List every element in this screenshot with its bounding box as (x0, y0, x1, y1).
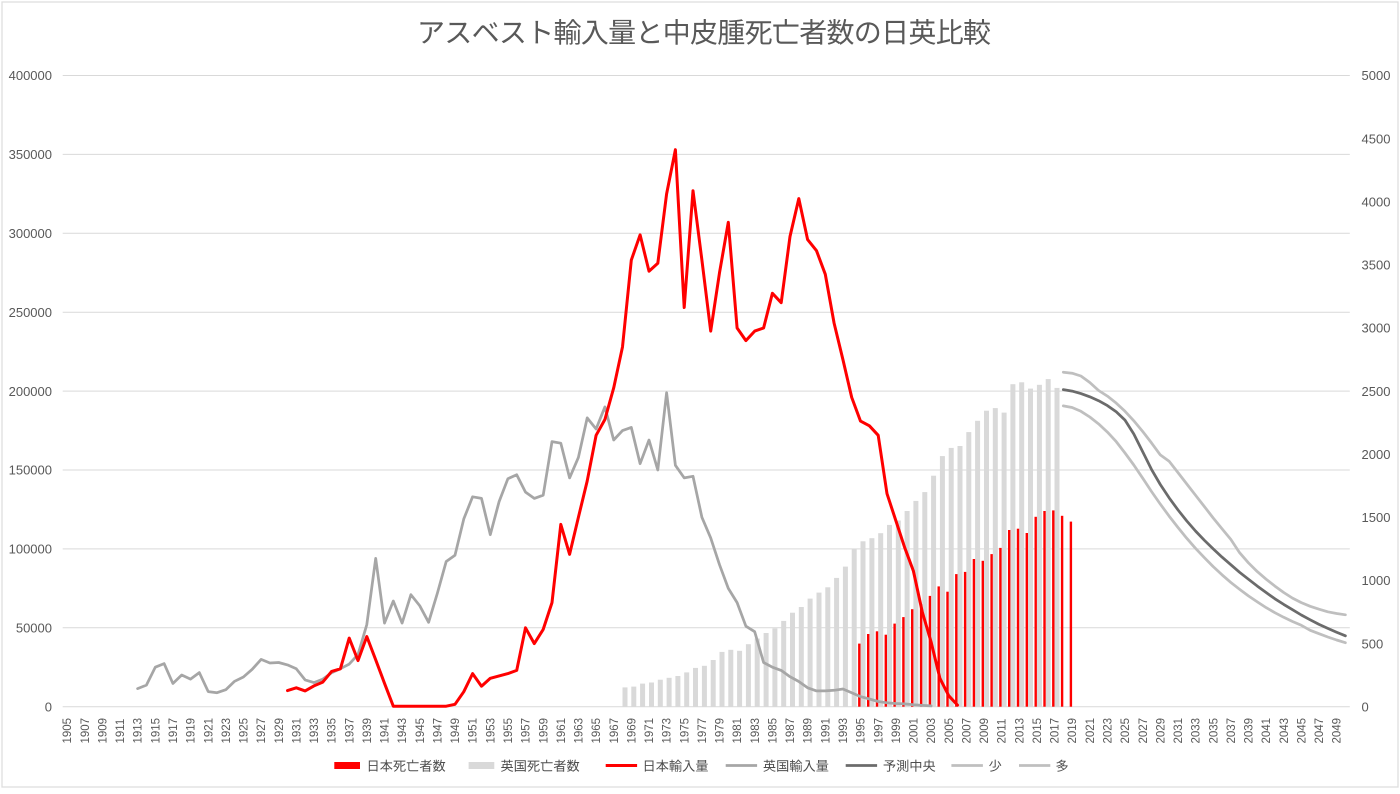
svg-text:2009: 2009 (979, 718, 991, 744)
svg-text:2035: 2035 (1208, 718, 1220, 744)
svg-text:1999: 1999 (891, 718, 903, 744)
svg-text:1939: 1939 (362, 718, 374, 744)
svg-text:2007: 2007 (961, 718, 973, 744)
svg-text:2013: 2013 (1014, 718, 1026, 744)
svg-text:1989: 1989 (803, 718, 815, 744)
svg-text:1000: 1000 (1362, 573, 1391, 588)
svg-text:150000: 150000 (9, 463, 52, 478)
svg-text:1973: 1973 (662, 718, 674, 744)
svg-text:1979: 1979 (715, 718, 727, 744)
svg-text:1993: 1993 (838, 718, 850, 744)
svg-text:1905: 1905 (62, 718, 74, 744)
svg-text:3500: 3500 (1362, 258, 1391, 273)
svg-text:1953: 1953 (485, 718, 497, 744)
svg-text:1915: 1915 (150, 718, 162, 744)
svg-text:1959: 1959 (538, 718, 550, 744)
svg-text:1977: 1977 (697, 718, 709, 744)
svg-text:1913: 1913 (133, 718, 145, 744)
svg-text:1921: 1921 (203, 718, 215, 744)
svg-text:200000: 200000 (9, 384, 52, 399)
svg-text:1947: 1947 (433, 718, 445, 744)
svg-text:1995: 1995 (856, 718, 868, 744)
svg-text:1925: 1925 (239, 718, 251, 744)
svg-text:1967: 1967 (609, 718, 621, 744)
svg-text:1975: 1975 (679, 718, 691, 744)
svg-text:1937: 1937 (344, 718, 356, 744)
svg-text:1919: 1919 (186, 718, 198, 744)
svg-text:1971: 1971 (644, 718, 656, 744)
svg-text:1927: 1927 (256, 718, 268, 744)
svg-text:2043: 2043 (1279, 718, 1291, 744)
svg-text:2023: 2023 (1103, 718, 1115, 744)
svg-text:300000: 300000 (9, 226, 52, 241)
svg-text:2027: 2027 (1138, 718, 1150, 744)
svg-text:1907: 1907 (80, 718, 92, 744)
svg-text:4500: 4500 (1362, 131, 1391, 146)
svg-text:2039: 2039 (1244, 718, 1256, 744)
svg-text:1997: 1997 (873, 718, 885, 744)
svg-text:400000: 400000 (9, 68, 52, 83)
svg-text:2029: 2029 (1155, 718, 1167, 744)
svg-text:2021: 2021 (1085, 718, 1097, 744)
svg-text:2017: 2017 (1050, 718, 1062, 744)
svg-text:2000: 2000 (1362, 447, 1391, 462)
svg-text:3000: 3000 (1362, 321, 1391, 336)
svg-text:1917: 1917 (168, 718, 180, 744)
svg-text:1911: 1911 (115, 719, 127, 744)
svg-text:2005: 2005 (944, 718, 956, 744)
svg-text:2011: 2011 (997, 719, 1009, 744)
svg-text:1929: 1929 (274, 718, 286, 744)
svg-text:2047: 2047 (1314, 718, 1326, 744)
svg-text:2019: 2019 (1067, 718, 1079, 744)
svg-text:2003: 2003 (926, 718, 938, 744)
svg-text:5000: 5000 (1362, 68, 1391, 83)
svg-text:2015: 2015 (1032, 718, 1044, 744)
svg-text:1985: 1985 (768, 718, 780, 744)
svg-text:500: 500 (1362, 636, 1384, 651)
svg-text:1955: 1955 (503, 718, 515, 744)
svg-text:1963: 1963 (574, 718, 586, 744)
svg-text:1933: 1933 (309, 718, 321, 744)
svg-text:250000: 250000 (9, 305, 52, 320)
svg-text:1951: 1951 (468, 718, 480, 744)
svg-text:1965: 1965 (591, 718, 603, 744)
svg-text:0: 0 (45, 699, 52, 714)
svg-text:1935: 1935 (327, 718, 339, 744)
svg-text:2500: 2500 (1362, 384, 1391, 399)
svg-text:4000: 4000 (1362, 194, 1391, 209)
svg-text:1943: 1943 (397, 718, 409, 744)
svg-text:2049: 2049 (1332, 718, 1344, 744)
svg-text:2033: 2033 (1191, 718, 1203, 744)
svg-text:1923: 1923 (221, 718, 233, 744)
svg-text:1987: 1987 (785, 718, 797, 744)
svg-text:1931: 1931 (291, 718, 303, 744)
svg-text:1945: 1945 (415, 718, 427, 744)
svg-text:1969: 1969 (626, 718, 638, 744)
svg-text:2025: 2025 (1120, 718, 1132, 744)
svg-text:100000: 100000 (9, 542, 52, 557)
svg-text:350000: 350000 (9, 147, 52, 162)
svg-text:1991: 1991 (820, 718, 832, 744)
svg-text:2031: 2031 (1173, 718, 1185, 744)
svg-text:0: 0 (1362, 699, 1369, 714)
svg-text:1941: 1941 (380, 718, 392, 744)
svg-text:1909: 1909 (98, 718, 110, 744)
svg-text:50000: 50000 (16, 621, 52, 636)
svg-text:2041: 2041 (1261, 718, 1273, 744)
svg-text:1961: 1961 (556, 718, 568, 744)
svg-text:1500: 1500 (1362, 510, 1391, 525)
svg-text:1983: 1983 (750, 718, 762, 744)
svg-text:2045: 2045 (1296, 718, 1308, 744)
svg-text:1957: 1957 (521, 718, 533, 744)
svg-text:1981: 1981 (732, 718, 744, 744)
svg-text:2037: 2037 (1226, 718, 1238, 744)
svg-text:1949: 1949 (450, 718, 462, 744)
svg-text:2001: 2001 (909, 718, 921, 744)
